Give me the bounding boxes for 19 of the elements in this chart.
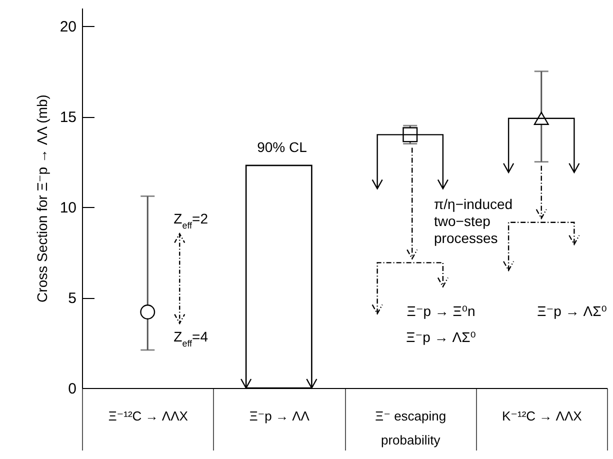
annotation: Ξ⁻p → Ξ⁰n xyxy=(406,303,476,319)
y-tick-label: 0 xyxy=(68,380,76,398)
annotation: π/η−induced two−step processes xyxy=(434,196,513,246)
x-tick-label: Ξ⁻p → ΛΛ xyxy=(249,408,310,424)
x-tick-label: Ξ⁻¹²C → ΛΛX xyxy=(108,408,188,424)
y-axis-title: Cross Section for Ξ⁻p → ΛΛ (mb) xyxy=(34,94,50,302)
annotation: Ξ⁻p → ΛΣ⁰ xyxy=(406,329,476,345)
y-tick-label: 15 xyxy=(60,109,76,126)
annotation: Ξ⁻p → ΛΣ⁰ xyxy=(537,303,608,319)
annotation: Z$_{eff}$=4 xyxy=(174,328,208,348)
y-tick-label: 5 xyxy=(68,290,76,308)
point xyxy=(534,112,549,125)
y-tick-label: 20 xyxy=(60,18,76,36)
x-tick-label: Ξ⁻ escaping probability xyxy=(375,408,446,448)
y-tick-label: 10 xyxy=(60,200,76,217)
point xyxy=(140,304,156,320)
annotation: Z$_{eff}$=2 xyxy=(174,210,208,231)
x-tick-label: K⁻¹²C → ΛΛX xyxy=(502,408,582,424)
annotation: 90% CL xyxy=(257,139,308,155)
